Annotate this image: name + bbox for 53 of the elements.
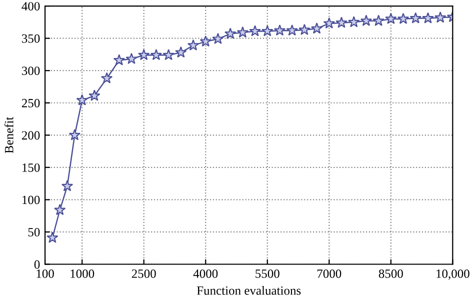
y-tick-label: 300 [22, 66, 40, 76]
point [422, 12, 434, 24]
point [150, 48, 162, 60]
x-tick-label: 1000 [70, 269, 94, 278]
point [274, 24, 286, 36]
point [298, 24, 310, 35]
point [175, 46, 187, 58]
y-tick-label: 200 [22, 131, 40, 140]
point [410, 12, 422, 24]
point [46, 232, 58, 243]
point [224, 28, 236, 39]
point [212, 32, 224, 44]
x-tick-label: 5500 [256, 269, 280, 278]
x-tick-label: 7000 [317, 269, 342, 278]
point [372, 14, 384, 26]
point [397, 12, 410, 24]
point [100, 72, 113, 84]
point [76, 94, 88, 106]
point [348, 16, 360, 28]
point [385, 12, 397, 24]
point [236, 26, 249, 38]
point [187, 39, 200, 50]
x-tick-label: 4000 [193, 269, 218, 278]
y-tick-label: 150 [22, 163, 40, 172]
y-tick-label: 400 [22, 2, 40, 10]
x-tick-label: 100 [36, 269, 54, 278]
point [200, 35, 212, 47]
point [68, 129, 81, 140]
x-tick-label: 2500 [132, 269, 156, 278]
point [262, 25, 274, 36]
x-tick-label: 10,000 [436, 269, 470, 280]
x-tick-label: 8500 [378, 269, 403, 278]
point [310, 22, 323, 34]
y-tick-label: 250 [22, 98, 40, 108]
point [434, 12, 446, 23]
point [323, 17, 335, 29]
point [162, 48, 174, 60]
point [54, 204, 66, 216]
y-tick-label: 0 [34, 260, 40, 269]
point [88, 90, 100, 101]
y-tick-label: 350 [22, 34, 40, 43]
y-axis-title: Benefit [4, 116, 14, 154]
point [286, 24, 298, 36]
point [249, 25, 261, 36]
x-axis-title: Function evaluations [196, 286, 301, 295]
point [126, 52, 138, 64]
point [138, 48, 150, 60]
point [336, 16, 348, 28]
point [113, 54, 125, 66]
y-tick-label: 50 [28, 228, 40, 236]
y-tick-label: 100 [22, 196, 40, 204]
point [61, 180, 74, 192]
point [360, 14, 372, 26]
